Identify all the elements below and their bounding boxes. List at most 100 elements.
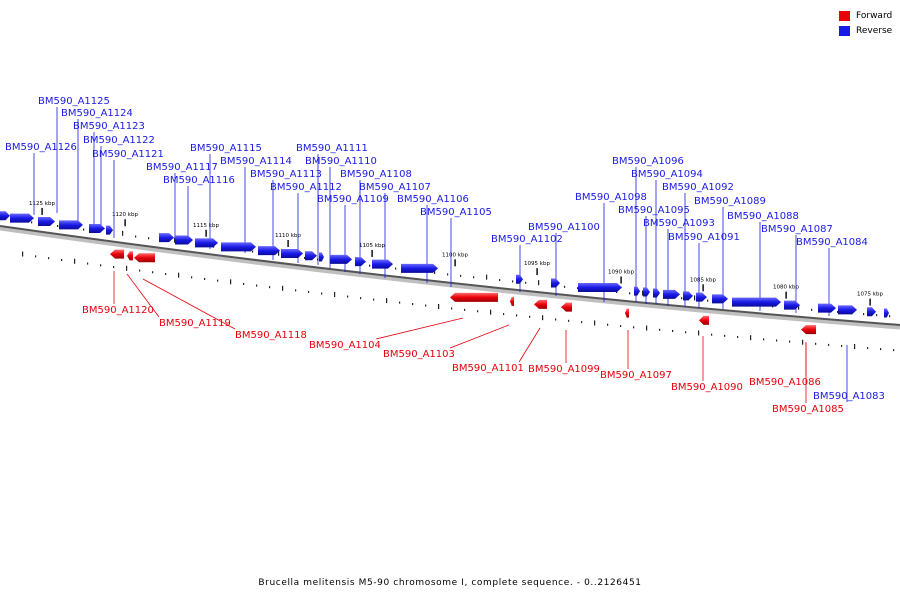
gene-label[interactable]: BM590_A1126 — [5, 142, 77, 153]
forward-gene-arrow[interactable] — [801, 325, 816, 335]
gene-label[interactable]: BM590_A1086 — [749, 377, 821, 388]
gene-label[interactable]: BM590_A1088 — [727, 211, 799, 222]
gene-label[interactable]: BM590_A1087 — [761, 224, 833, 235]
gene-label[interactable]: BM590_A1084 — [796, 237, 868, 248]
gene-label[interactable]: BM590_A1089 — [694, 196, 766, 207]
reverse-gene-arrow[interactable] — [319, 252, 324, 262]
reverse-gene-arrow[interactable] — [106, 225, 113, 235]
forward-gene-arrow[interactable] — [134, 253, 155, 263]
reverse-gene-arrow[interactable] — [281, 248, 303, 258]
gene-label[interactable]: BM590_A1098 — [575, 192, 647, 203]
gene-label[interactable]: BM590_A1085 — [772, 404, 844, 415]
reverse-gene-arrow[interactable] — [712, 294, 728, 304]
gene-label[interactable]: BM590_A1115 — [190, 143, 262, 154]
reverse-gene-arrow[interactable] — [818, 303, 836, 313]
tick-mark — [178, 272, 180, 278]
forward-gene-arrow[interactable] — [127, 251, 133, 261]
reverse-gene-arrow[interactable] — [696, 292, 707, 302]
reverse-gene-arrow[interactable] — [175, 235, 193, 245]
reverse-gene-arrow[interactable] — [305, 251, 317, 261]
gene-label[interactable]: BM590_A1112 — [270, 182, 342, 193]
gene-label[interactable]: BM590_A1119 — [159, 318, 231, 329]
gene-label[interactable]: BM590_A1097 — [600, 370, 672, 381]
forward-gene-arrow[interactable] — [450, 292, 498, 302]
reverse-gene-arrow[interactable] — [683, 291, 693, 301]
tick-mark — [126, 265, 128, 271]
forward-gene-arrow[interactable] — [534, 299, 547, 309]
gene-label[interactable]: BM590_A1102 — [491, 234, 563, 245]
legend-item-forward[interactable]: Forward — [839, 9, 892, 23]
reverse-gene-arrow[interactable] — [372, 259, 393, 269]
reverse-gene-arrow[interactable] — [634, 286, 640, 296]
reverse-gene-arrow[interactable] — [355, 257, 366, 267]
gene-label[interactable]: BM590_A1111 — [296, 143, 368, 154]
reverse-gene-arrow[interactable] — [732, 297, 781, 307]
gene-label[interactable]: BM590_A1083 — [813, 391, 885, 402]
reverse-gene-arrow[interactable] — [59, 220, 83, 230]
tick-mark — [525, 281, 527, 284]
reverse-gene-arrow[interactable] — [401, 263, 438, 273]
reverse-gene-arrow[interactable] — [838, 305, 857, 315]
reverse-gene-arrow[interactable] — [38, 217, 55, 227]
reverse-gene-arrow[interactable] — [0, 211, 10, 221]
reverse-gene-arrow[interactable] — [578, 282, 622, 292]
reverse-gene-arrow[interactable] — [551, 278, 560, 288]
reverse-gene-arrow[interactable] — [159, 233, 174, 243]
reverse-gene-arrow[interactable] — [884, 308, 889, 318]
reverse-gene-arrow[interactable] — [89, 223, 105, 233]
reverse-gene-arrow[interactable] — [663, 289, 680, 299]
gene-label[interactable]: BM590_A1122 — [83, 135, 155, 146]
reverse-gene-arrow[interactable] — [195, 238, 218, 248]
gene-label[interactable]: BM590_A1124 — [61, 108, 133, 119]
reverse-gene-arrow[interactable] — [330, 254, 352, 264]
gene-label[interactable]: BM590_A1093 — [643, 218, 715, 229]
gene-label[interactable]: BM590_A1099 — [528, 364, 600, 375]
gene-label[interactable]: BM590_A1121 — [92, 149, 164, 160]
tick-mark — [412, 303, 414, 306]
gene-label[interactable]: BM590_A1107 — [359, 182, 431, 193]
gene-label[interactable]: BM590_A1092 — [662, 182, 734, 193]
forward-gene-arrow[interactable] — [510, 296, 514, 306]
forward-gene-arrow[interactable] — [699, 315, 709, 325]
gene-label[interactable]: BM590_A1103 — [383, 349, 455, 360]
gene-label[interactable]: BM590_A1117 — [146, 162, 218, 173]
gene-label[interactable]: BM590_A1110 — [305, 156, 377, 167]
reverse-gene-arrow[interactable] — [10, 213, 34, 223]
forward-swatch — [839, 11, 850, 21]
gene-label[interactable]: BM590_A1106 — [397, 194, 469, 205]
forward-gene-arrow[interactable] — [625, 308, 629, 318]
gene-label[interactable]: BM590_A1100 — [528, 222, 600, 233]
gene-label[interactable]: BM590_A1113 — [250, 169, 322, 180]
tick-mark — [347, 295, 349, 298]
gene-label[interactable]: BM590_A1118 — [235, 330, 307, 341]
reverse-gene-arrow[interactable] — [258, 246, 280, 256]
gene-label[interactable]: BM590_A1105 — [420, 207, 492, 218]
gene-label[interactable]: BM590_A1125 — [38, 96, 110, 107]
gene-label[interactable]: BM590_A1109 — [317, 194, 389, 205]
gene-label[interactable]: BM590_A1094 — [631, 169, 703, 180]
gene-label[interactable]: BM590_A1091 — [668, 232, 740, 243]
reverse-gene-arrow[interactable] — [867, 307, 876, 317]
reverse-gene-arrow[interactable] — [653, 288, 660, 298]
gene-label[interactable]: BM590_A1104 — [309, 340, 381, 351]
forward-gene-arrow[interactable] — [561, 302, 572, 312]
gene-label[interactable]: BM590_A1101 — [452, 363, 524, 374]
forward-gene-arrow[interactable] — [110, 249, 124, 259]
gene-label[interactable]: BM590_A1116 — [163, 175, 235, 186]
gene-label[interactable]: BM590_A1108 — [340, 169, 412, 180]
gene-label[interactable]: BM590_A1095 — [618, 205, 690, 216]
gene-label[interactable]: BM590_A1114 — [220, 156, 292, 167]
reverse-gene-arrow[interactable] — [221, 242, 256, 252]
reverse-gene-arrow[interactable] — [516, 274, 523, 284]
scale-label: 1110 kbp — [275, 233, 301, 239]
tick-mark — [763, 338, 765, 341]
gene-label[interactable]: BM590_A1120 — [82, 305, 154, 316]
reverse-gene-arrow[interactable] — [643, 287, 650, 297]
gene-label[interactable]: BM590_A1096 — [612, 156, 684, 167]
gene-label[interactable]: BM590_A1123 — [73, 121, 145, 132]
gene-label[interactable]: BM590_A1090 — [671, 382, 743, 393]
reverse-gene-arrow[interactable] — [784, 300, 800, 310]
tick-mark — [373, 298, 375, 301]
legend-item-reverse[interactable]: Reverse — [839, 24, 892, 38]
